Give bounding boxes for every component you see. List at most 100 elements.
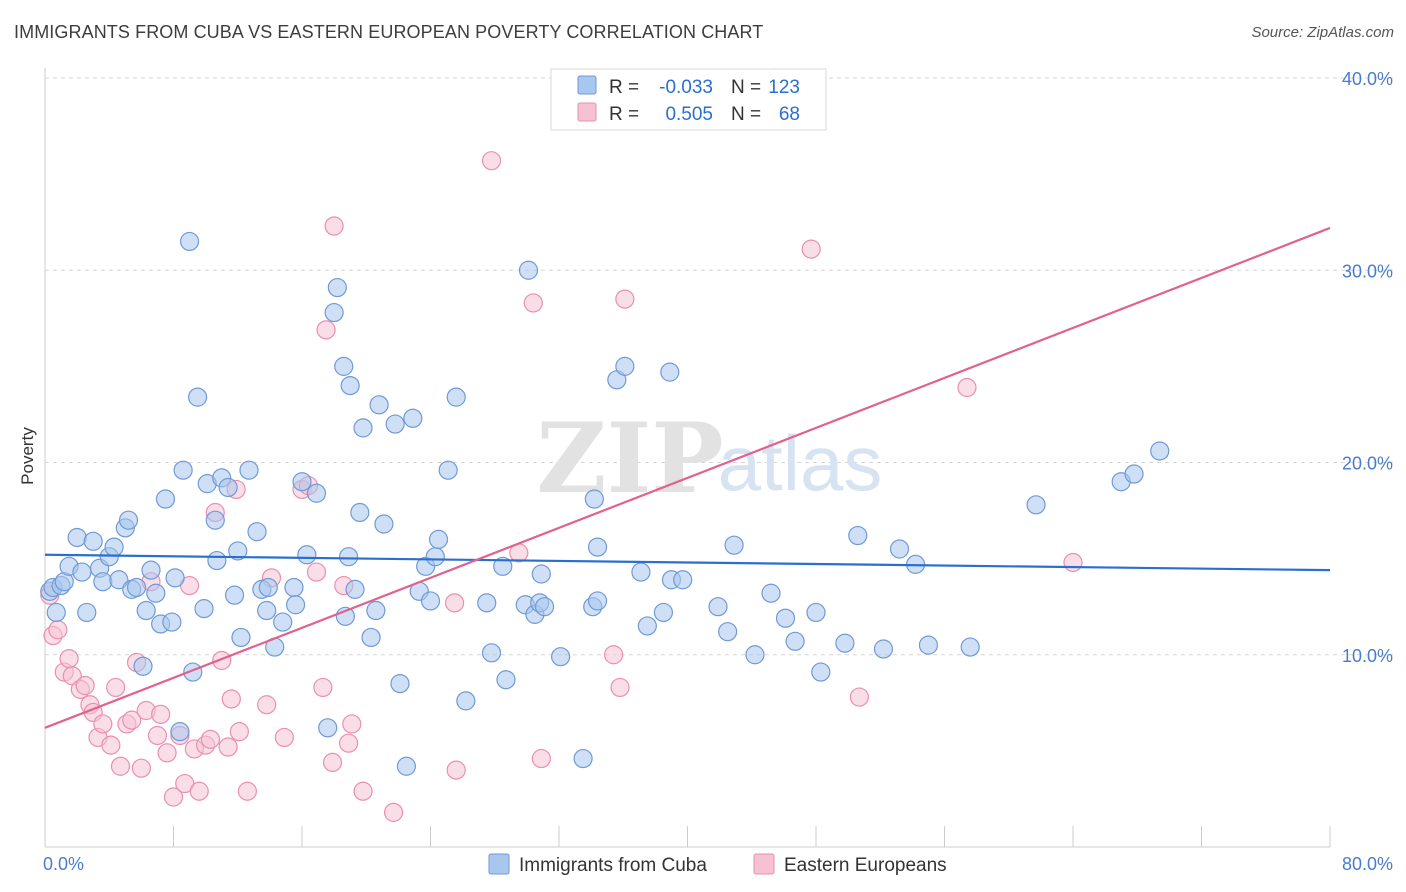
cuba-point-20: [136, 600, 156, 621]
cuba-point-51: [297, 545, 317, 565]
eastern-europeans-point-22: [151, 704, 171, 724]
eastern-europeans-point-38: [237, 781, 257, 801]
eastern-europeans-point-29: [189, 781, 209, 801]
cuba-point-42: [247, 522, 267, 542]
cuba-point-49: [285, 595, 306, 615]
cuba-point-50: [292, 472, 312, 492]
cuba-point-103: [708, 597, 728, 617]
watermark-zip: ZIP: [536, 402, 723, 515]
trend-lines: [44, 226, 1331, 729]
stats-legend-box: [550, 68, 827, 131]
cuba-point-6: [67, 527, 87, 548]
cuba-point-87: [531, 564, 551, 584]
cuba-point-96: [615, 356, 635, 376]
cuba-point-69: [396, 756, 417, 776]
cuba-point-35: [207, 550, 227, 571]
cuba-point-62: [353, 418, 373, 438]
cuba-point-92: [587, 537, 608, 557]
cuba-point-104: [718, 622, 738, 642]
cuba-point-54: [324, 302, 344, 323]
eastern-europeans-point-53: [383, 802, 404, 822]
cuba-point-118: [960, 637, 980, 657]
eastern-europeans-point-56: [481, 151, 502, 171]
cuba-point-64: [366, 600, 386, 621]
cuba-point-74: [425, 547, 445, 567]
eastern-europeans-point-59: [531, 748, 551, 769]
eastern-europeans-point-65: [849, 687, 869, 707]
eastern-europeans-point-12: [101, 735, 121, 755]
eastern-europeans-point-18: [131, 758, 151, 778]
axes: [44, 68, 1331, 848]
y-tick-label-3: 40.0%: [1342, 69, 1393, 89]
chart-source: Source: ZipAtlas.com: [1251, 24, 1394, 41]
eastern-europeans-point-14: [110, 756, 131, 776]
cuba-point-52: [306, 483, 327, 503]
eastern-europeans-point-31: [200, 729, 221, 749]
eastern-europeans-point-64: [801, 239, 821, 259]
cuba-point-82: [493, 556, 513, 576]
cuba-point-16: [118, 510, 139, 530]
eastern-europeans-point-52: [353, 781, 373, 801]
eastern-europeans-point-34: [218, 737, 238, 757]
cuba-point-81: [496, 670, 516, 690]
eastern-europeans-point-11: [93, 714, 113, 734]
cuba-point-24: [155, 489, 176, 509]
cuba-point-75: [428, 529, 449, 550]
series-legend-label-cuba: Immigrants from Cuba: [519, 855, 707, 876]
cuba-point-122: [1150, 441, 1170, 461]
cuba-point-117: [918, 635, 939, 655]
eastern-europeans-point-62: [615, 289, 635, 309]
eastern-europeans-point-50: [338, 733, 359, 753]
eastern-europeans-point-54: [444, 593, 465, 613]
eastern-europeans-point-23: [157, 743, 177, 763]
cuba-point-41: [239, 460, 259, 480]
stats-legend-n-value-2: 68: [779, 104, 800, 125]
cuba-point-79: [477, 593, 497, 613]
eastern-europeans-point-45: [313, 677, 333, 698]
cuba-point-59: [340, 376, 360, 396]
eastern-europeans-point-39: [257, 695, 277, 715]
cuba-point-29: [179, 231, 200, 252]
cuba-point-77: [446, 387, 466, 407]
cuba-point-108: [775, 608, 796, 628]
cuba-point-13: [104, 537, 124, 557]
stats-legend-n-label-1: N =: [731, 77, 761, 98]
eastern-europeans-point-51: [342, 714, 362, 734]
cuba-point-44: [257, 600, 277, 621]
cuba-point-22: [146, 583, 166, 603]
cuba-point-56: [334, 356, 354, 376]
stats-legend-n-value-1: 123: [768, 77, 800, 98]
y-tick-label-0: 10.0%: [1342, 646, 1393, 666]
eastern-europeans-point-21: [147, 725, 168, 746]
cuba-point-73: [420, 591, 441, 611]
cuba-point-99: [653, 602, 674, 623]
stats-legend-swatch-blue: [577, 75, 597, 95]
cuba-point-102: [673, 570, 693, 590]
eastern-europeans-point-47: [322, 752, 343, 773]
cuba-point-100: [660, 362, 680, 382]
cuba-point-7: [72, 562, 92, 582]
cuba-point-60: [345, 579, 365, 599]
eastern-europeans-point-33: [212, 650, 232, 671]
cuba-point-63: [361, 627, 381, 648]
cuba-point-53: [318, 718, 338, 738]
cuba-point-67: [385, 414, 405, 434]
eastern-europeans-point-55: [446, 760, 466, 780]
cuba-point-80: [481, 643, 502, 663]
cuba-point-25: [162, 612, 182, 632]
y-tick-label-1: 20.0%: [1342, 454, 1393, 474]
cuba-points: [40, 231, 1170, 776]
y-axis-title: Poverty: [18, 427, 37, 485]
x-tick-label-1: 80.0%: [1342, 854, 1393, 874]
series-legend: Immigrants from Cuba Eastern Europeans: [488, 853, 947, 876]
eastern-europeans-point-46: [316, 320, 336, 340]
cuba-point-47: [273, 612, 293, 632]
cuba-point-91: [584, 489, 604, 509]
chart-title: IMMIGRANTS FROM CUBA VS EASTERN EUROPEAN…: [14, 22, 764, 42]
eastern-europeans-point-61: [610, 677, 630, 698]
series-legend-label-eastern: Eastern Europeans: [784, 855, 947, 876]
eastern-europeans-point-48: [324, 216, 344, 236]
cuba-point-61: [350, 502, 370, 523]
eastern-europeans-point-41: [274, 727, 294, 748]
series-legend-swatch-cuba: [488, 853, 510, 875]
